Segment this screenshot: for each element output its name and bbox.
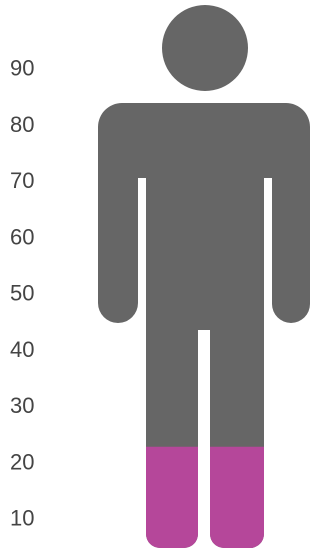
y-tick-label: 40 (10, 337, 34, 362)
y-tick-label: 90 (10, 56, 34, 81)
y-tick-label: 30 (10, 393, 34, 418)
y-tick-label: 50 (10, 281, 34, 306)
y-tick-label: 70 (10, 168, 34, 193)
fill-level (0, 447, 310, 548)
y-tick-label: 20 (10, 449, 34, 474)
y-tick-label: 80 (10, 112, 34, 137)
y-tick-label: 60 (10, 224, 34, 249)
y-tick-label: 10 (10, 506, 34, 531)
chart: 10 20 30 40 50 60 70 80 90 (0, 0, 310, 552)
